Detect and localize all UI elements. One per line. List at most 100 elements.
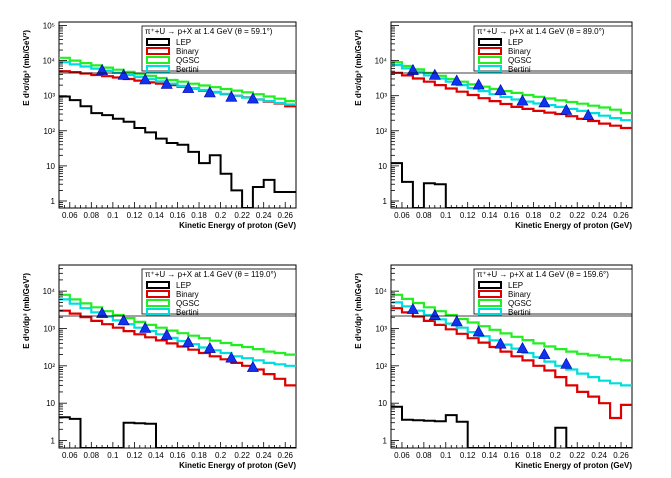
y-tick-label: 10³ <box>43 324 55 333</box>
y-tick-label: 10² <box>375 127 387 136</box>
x-tick-label: 0.2 <box>215 211 227 220</box>
y-axis-title: E d³σ/dp³ (mb/GeV²) <box>22 273 31 349</box>
x-tick-label: 0.12 <box>127 451 143 460</box>
chart-panel-4: 0.06 0.08 0.1 0.12 0.14 0.16 0.18 0.2 0.22 0.24 0.… <box>354 264 633 470</box>
panel-title: π⁺+U → p+X at 1.4 GeV (θ = 159.6°) <box>477 270 609 279</box>
data-point <box>472 78 485 90</box>
legend-swatch-qgsc <box>146 299 170 307</box>
legend-label-binary: Binary <box>176 290 199 299</box>
data-point <box>428 68 441 80</box>
y-tick-label: 1 <box>383 197 388 206</box>
x-tick-label: 0.18 <box>526 211 542 220</box>
x-tick-label: 0.06 <box>62 211 78 220</box>
data-point <box>560 103 573 115</box>
y-tick-label: 10⁴ <box>43 57 56 66</box>
legend-swatch-qgsc <box>478 56 502 64</box>
x-tick-label: 0.1 <box>440 211 452 220</box>
legend-label-qgsc: QGSC <box>508 56 532 65</box>
y-tick-label: 10³ <box>375 324 387 333</box>
x-tick-label: 0.08 <box>84 451 100 460</box>
y-tick-label: 10² <box>43 362 55 371</box>
data-point <box>494 83 507 95</box>
plot-area <box>59 56 296 208</box>
data-point <box>203 341 216 353</box>
x-tick-label: 0.06 <box>62 451 78 460</box>
plot-area <box>59 293 296 448</box>
series-line-lep <box>391 162 632 208</box>
y-axis-title: E d³σ/dp³ (mb/GeV²) <box>354 30 363 106</box>
data-point <box>428 309 441 321</box>
x-tick-label: 0.18 <box>191 211 207 220</box>
x-tick-label: 0.08 <box>84 211 100 220</box>
x-tick-label: 0.14 <box>482 211 498 220</box>
y-tick-label: 10² <box>375 362 387 371</box>
x-tick-label: 0.12 <box>460 211 476 220</box>
data-point <box>203 86 216 98</box>
data-point <box>139 321 152 333</box>
x-tick-label: 0.22 <box>234 211 250 220</box>
x-tick-label: 0.16 <box>504 211 520 220</box>
y-tick-label: 10 <box>46 162 55 171</box>
legend-swatch-binary <box>478 47 502 55</box>
legend-swatch-lep <box>146 281 170 289</box>
x-tick-label: 0.22 <box>569 451 585 460</box>
data-point <box>225 90 238 102</box>
x-tick-label: 0.14 <box>482 451 498 460</box>
data-point <box>450 74 463 86</box>
y-tick-label: 10³ <box>43 92 55 101</box>
legend-label-bertini: Bertini <box>176 65 199 74</box>
data-point <box>96 63 109 75</box>
data-point <box>182 81 195 93</box>
x-tick-label: 0.16 <box>170 211 186 220</box>
y-tick-label: 10⁴ <box>375 287 388 296</box>
x-tick-label: 0.26 <box>277 211 293 220</box>
legend-swatch-binary <box>146 47 170 55</box>
series-line-lep <box>391 405 632 448</box>
y-tick-label: 10⁴ <box>43 287 56 296</box>
x-tick-label: 0.26 <box>613 211 629 220</box>
legend-label-binary: Binary <box>508 290 531 299</box>
y-tick-label: 10⁵ <box>43 22 55 31</box>
data-point <box>560 357 573 369</box>
series-line-binary <box>391 71 632 130</box>
data-point <box>160 77 173 89</box>
x-tick-label: 0.1 <box>440 451 452 460</box>
series-line-binary <box>391 307 632 420</box>
series-line-lep <box>59 416 296 448</box>
x-tick-label: 0.2 <box>550 211 562 220</box>
legend-label-binary: Binary <box>176 47 199 56</box>
x-tick-label: 0.22 <box>569 211 585 220</box>
data-point <box>117 68 130 80</box>
legend-label-lep: LEP <box>508 38 523 47</box>
panel-title: π⁺+U → p+X at 1.4 GeV (θ = 119.0°) <box>145 270 277 279</box>
data-point <box>246 92 259 104</box>
x-tick-label: 0.2 <box>215 451 227 460</box>
x-tick-label: 0.1 <box>107 211 119 220</box>
data-point <box>117 314 130 326</box>
legend-label-qgsc: QGSC <box>176 56 200 65</box>
x-axis-title: Kinetic Energy of proton (GeV) <box>179 461 296 470</box>
x-axis-title: Kinetic Energy of proton (GeV) <box>179 221 296 230</box>
legend-label-qgsc: QGSC <box>176 299 200 308</box>
data-point <box>516 341 529 353</box>
legend-swatch-binary <box>478 290 502 298</box>
legend-label-lep: LEP <box>176 281 191 290</box>
y-axis-title: E d³σ/dp³ (mb/GeV²) <box>22 30 31 106</box>
y-tick-label: 10 <box>378 399 387 408</box>
x-tick-label: 0.08 <box>416 451 432 460</box>
legend-label-bertini: Bertini <box>508 65 531 74</box>
data-point <box>246 360 259 372</box>
series-line-lep <box>59 95 296 208</box>
plot-area <box>391 293 632 448</box>
data-point <box>494 337 507 349</box>
legend-label-binary: Binary <box>508 47 531 56</box>
data-point <box>406 63 419 75</box>
legend-label-bertini: Bertini <box>508 308 531 317</box>
data-point <box>160 328 173 340</box>
data-point <box>225 351 238 363</box>
x-tick-label: 0.26 <box>277 451 293 460</box>
data-point <box>516 94 529 106</box>
data-point <box>182 335 195 347</box>
data-point <box>538 347 551 359</box>
legend-label-lep: LEP <box>508 281 523 290</box>
